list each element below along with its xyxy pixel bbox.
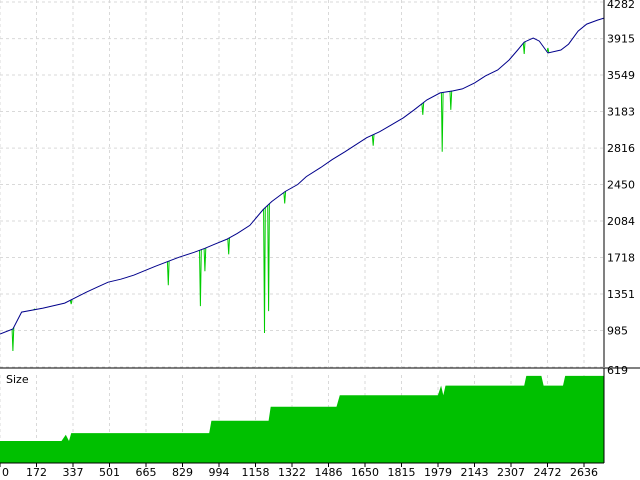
drop-spike [371, 134, 375, 146]
x-tick-label: 1322 [278, 466, 306, 479]
x-tick-label: 1158 [242, 466, 270, 479]
x-tick-label: 501 [99, 466, 120, 479]
main-yticks: 619 985 1351 1718 2084 2450 2816 3183 3549 3915 42… [607, 0, 635, 377]
x-tick-label: 2472 [534, 466, 562, 479]
x-tick-label: 337 [63, 466, 84, 479]
drop-spike [522, 41, 526, 55]
drop-spike [421, 102, 425, 115]
x-tick-label: 829 [172, 466, 193, 479]
x-tick-label: 0 [2, 466, 9, 479]
drop-spike [267, 203, 270, 312]
y-tick-label: 3549 [607, 69, 635, 82]
y-tick-label: 619 [607, 364, 628, 377]
x-tick-label: 2143 [461, 466, 489, 479]
drop-spike [546, 47, 550, 53]
x-tick-label: 1979 [424, 466, 452, 479]
y-tick-label: 1351 [607, 288, 635, 301]
drop-spike [263, 207, 266, 334]
drop-spike [203, 247, 207, 272]
drop-spike [227, 237, 230, 255]
x-tick-label: 1486 [315, 466, 343, 479]
y-tick-label: 1718 [607, 251, 635, 264]
drop-spike [69, 299, 73, 305]
drop-spike [283, 191, 287, 204]
x-tick-label: 1650 [351, 466, 379, 479]
size-area [0, 375, 604, 463]
y-tick-label: 4282 [607, 0, 635, 11]
y-tick-label: 2084 [607, 215, 635, 228]
drop-spike [166, 260, 170, 286]
x-ticks: 0 172 337 501 665 829 994 1158 1322 1486 1650 1815 1… [0, 463, 598, 479]
drop-spike [449, 91, 453, 110]
x-tick-label: 994 [209, 466, 230, 479]
x-tick-label: 2636 [570, 466, 598, 479]
x-tick-label: 665 [136, 466, 157, 479]
x-tick-label: 172 [26, 466, 47, 479]
series-balance [0, 17, 605, 335]
main-plot-frame [0, 0, 604, 367]
y-tick-label: 3183 [607, 106, 635, 119]
y-tick-label: 2816 [607, 142, 635, 155]
drop-spike [199, 249, 202, 307]
y-tick-label: 2450 [607, 179, 635, 192]
x-tick-label: 2307 [497, 466, 525, 479]
x-tick-label: 1815 [388, 466, 416, 479]
y-tick-label: 3915 [607, 33, 635, 46]
drop-spike [11, 327, 15, 352]
main-grid [0, 0, 604, 368]
size-panel-label: Size [6, 373, 29, 386]
y-tick-label: 985 [607, 325, 628, 338]
drop-spike [440, 92, 444, 152]
